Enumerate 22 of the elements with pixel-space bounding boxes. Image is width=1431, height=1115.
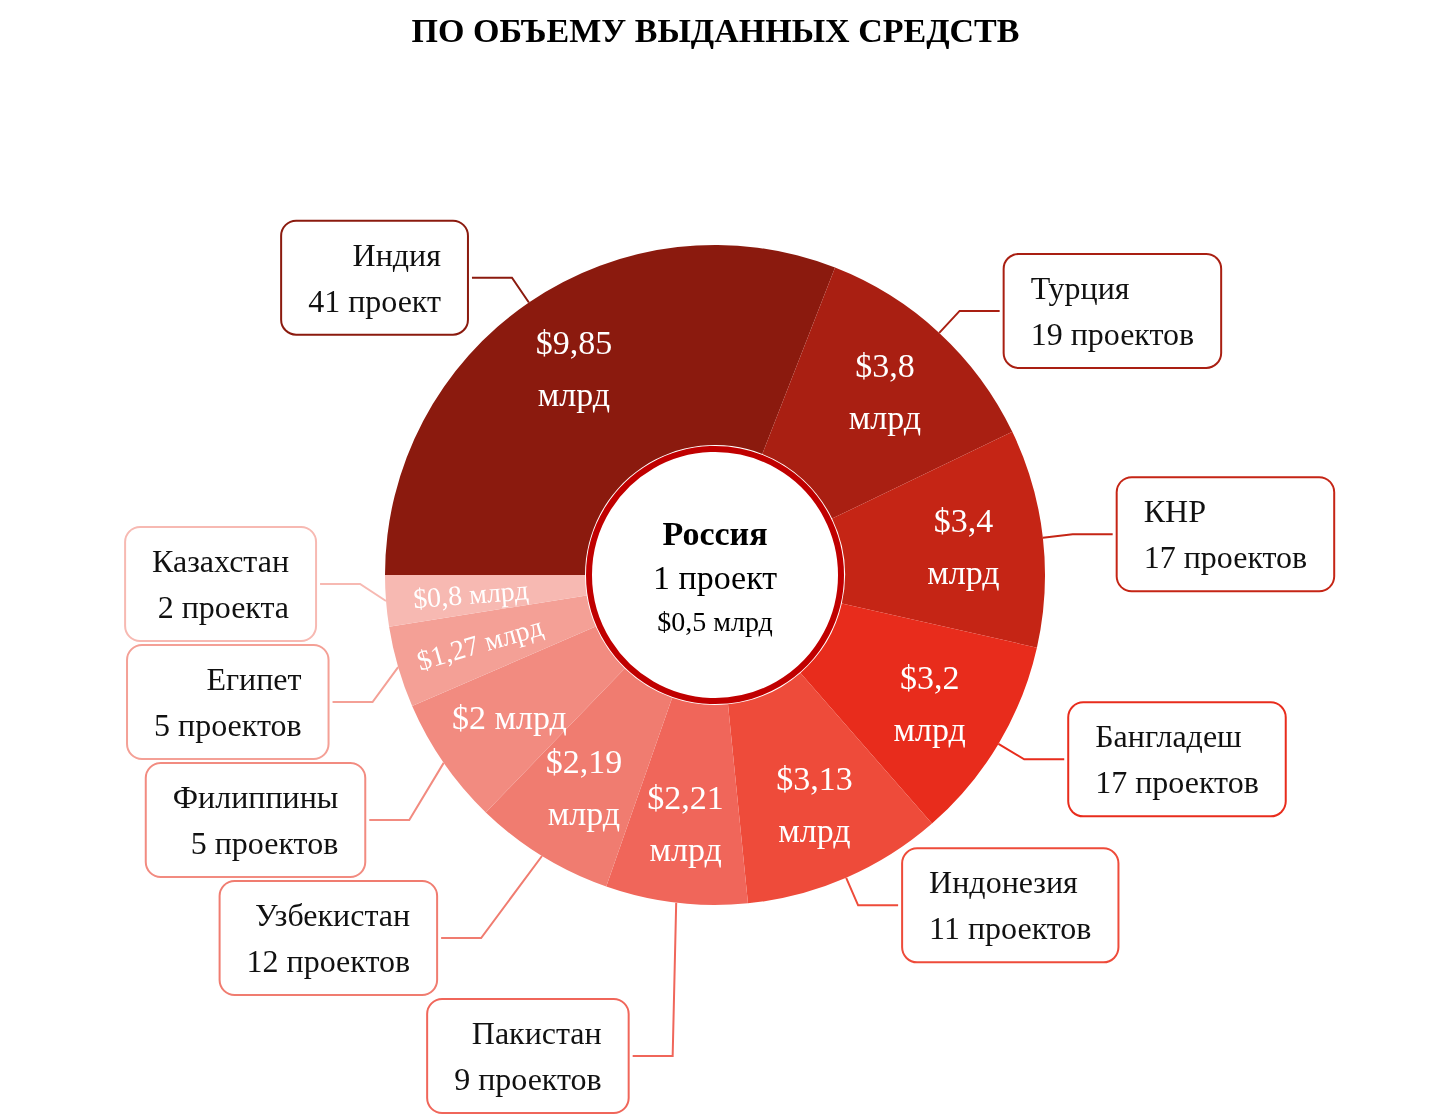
slice-label: КНР 17 проектов [1143,493,1308,576]
data-label: $3,13 млрд [776,759,853,849]
data-label: $2,19 млрд [545,743,623,833]
data-label: $2,21 млрд [647,778,724,868]
data-label: $2 млрд [452,698,567,736]
slice-label: Пакистан 9 проектов [454,1015,602,1097]
text: $0,5 млрд [657,605,773,637]
text: Россия [662,514,768,552]
data-label: $3,8 млрд [848,347,922,437]
data-label: $3,4 млрд [927,502,1000,592]
chart-title: ПО ОБЪЕМУ ВЫДАННЫХ СРЕДСТВ [411,11,1020,49]
data-label: $9,85 млрд [535,324,613,414]
slice-label: Индия 41 проект [308,236,442,319]
slice-label: Египет 5 проектов [154,661,302,743]
text: 1 проект [652,558,778,596]
slice-label: Казахстан 2 проекта [152,543,290,625]
slice-label: Индонезия 11 проектов [929,864,1092,947]
slice-label: Бангладеш 17 проектов [1095,718,1259,801]
data-label: $3,2 млрд [893,658,966,748]
slice-label: Филиппины 5 проектов [172,779,339,861]
slice-label: Турция 19 проектов [1030,269,1195,352]
slice-label: Узбекистан 12 проектов [246,897,411,979]
